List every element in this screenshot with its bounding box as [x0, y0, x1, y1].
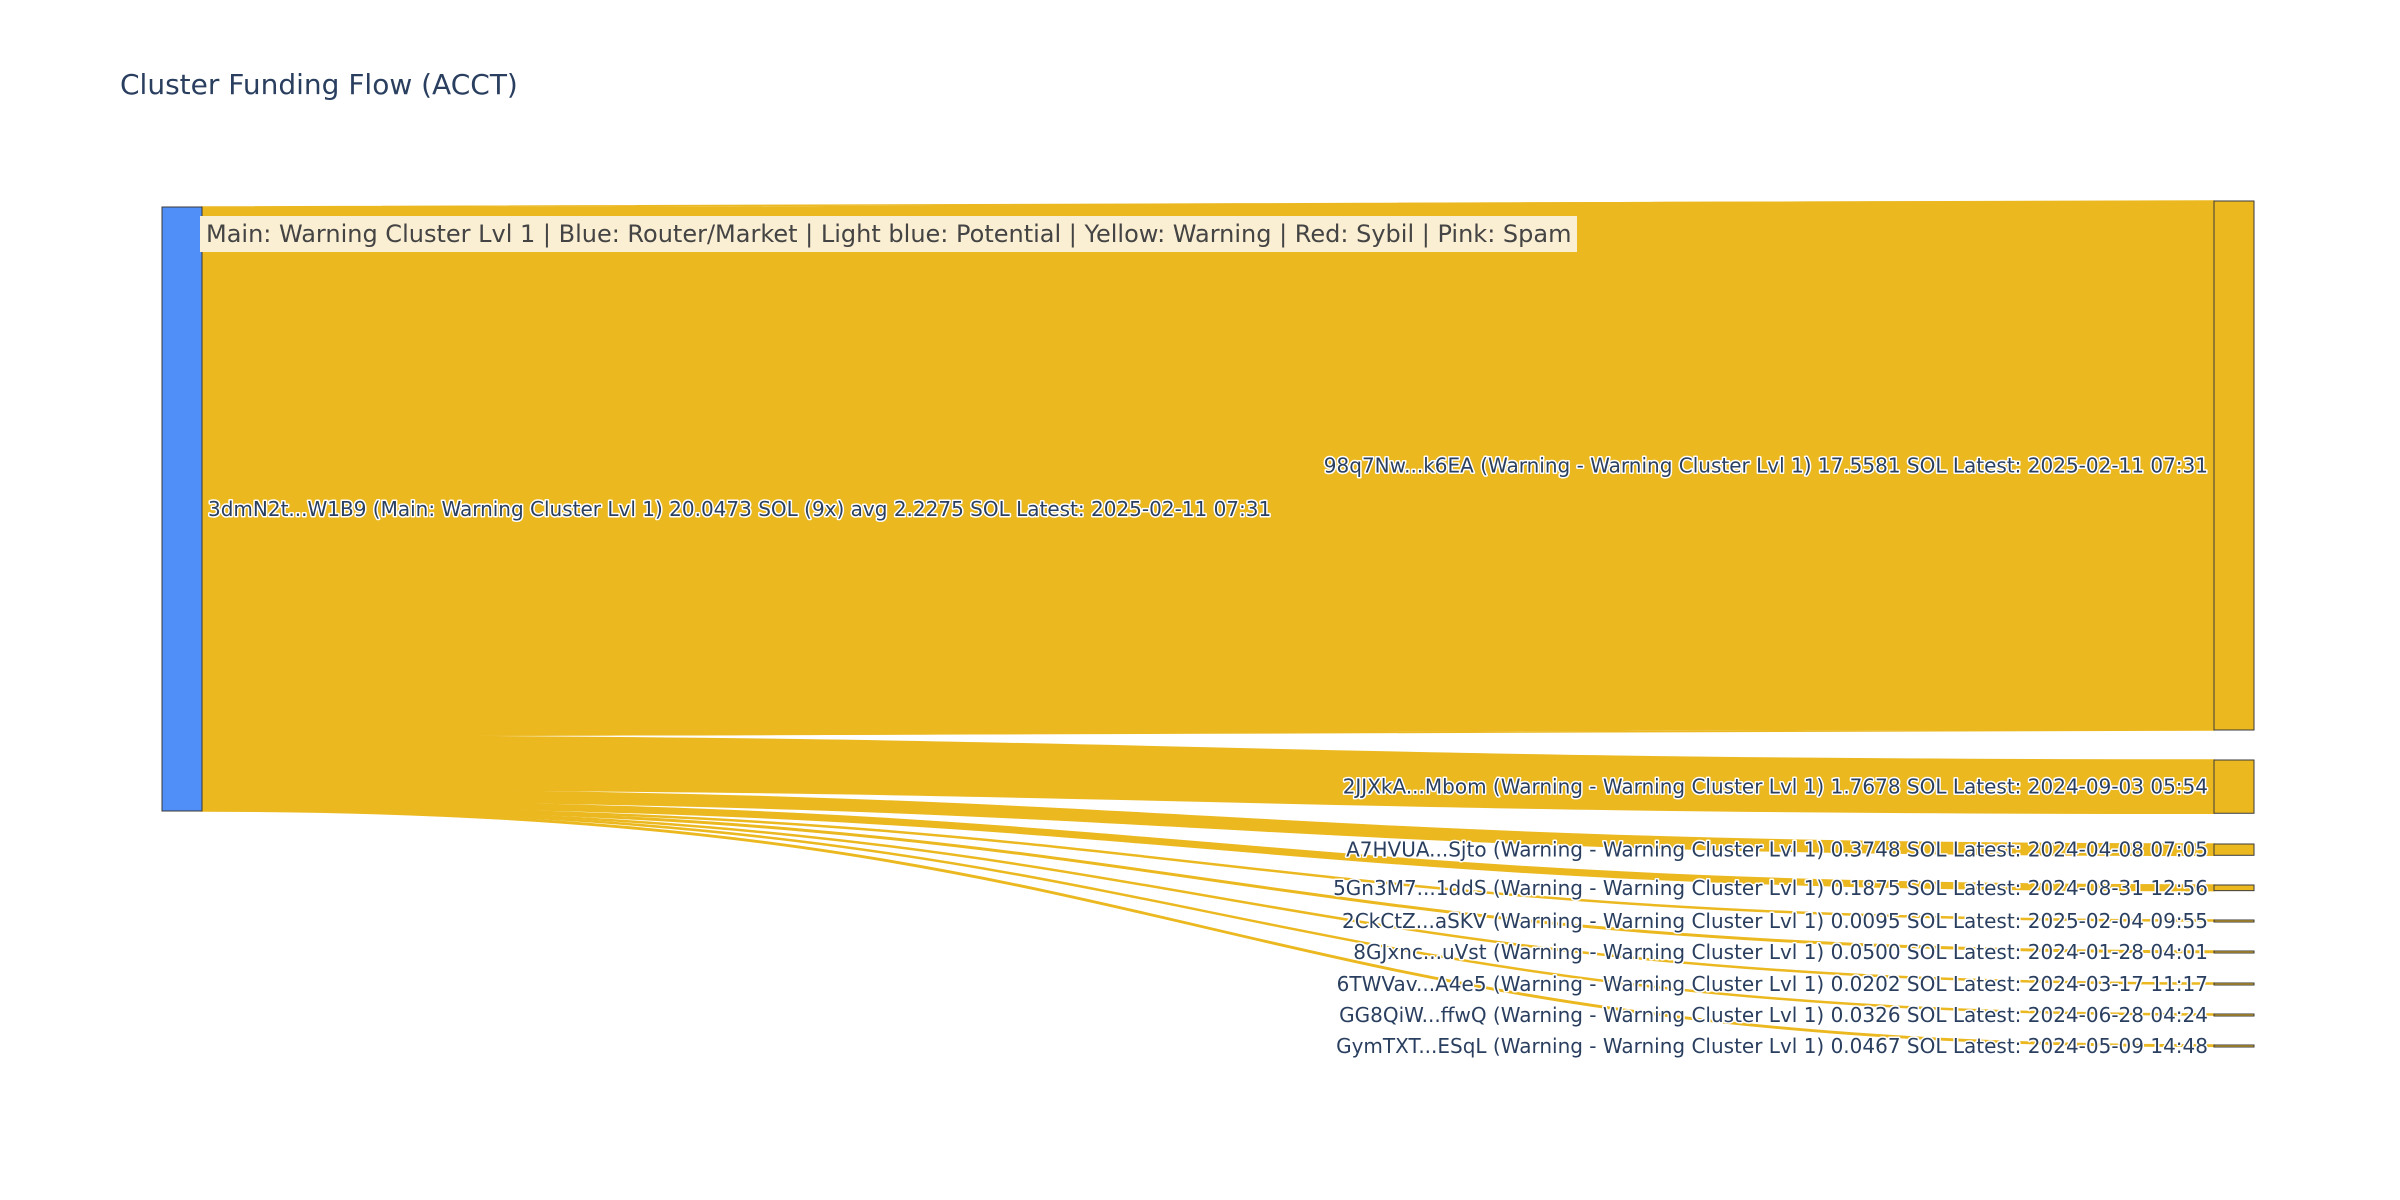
target-node-label-8: GG8QiW...ffwQ (Warning - Warning Cluster… — [1339, 1003, 2208, 1027]
target-node-label-4: 5Gn3M7...1ddS (Warning - Warning Cluster… — [1333, 876, 2208, 900]
target-node-label-2: 2JJXkA...Mbom (Warning - Warning Cluster… — [1343, 775, 2208, 799]
links-layer — [201, 200, 2215, 1048]
target-node-5[interactable] — [2213, 919, 2255, 923]
chart-title: Cluster Funding Flow (ACCT) — [120, 68, 518, 101]
target-node-label-6: 8GJxnc...uVst (Warning - Warning Cluster… — [1353, 940, 2208, 964]
target-node-6[interactable] — [2213, 950, 2255, 954]
source-node[interactable] — [161, 206, 203, 812]
target-node-label-5: 2CkCtZ...aSKV (Warning - Warning Cluster… — [1342, 909, 2208, 933]
target-node-label-7: 6TWVav...A4e5 (Warning - Warning Cluster… — [1337, 972, 2208, 996]
target-node-7[interactable] — [2213, 982, 2255, 986]
target-node-8[interactable] — [2213, 1013, 2255, 1017]
target-node-9[interactable] — [2213, 1044, 2255, 1048]
target-node-3[interactable] — [2213, 843, 2255, 856]
target-node-1[interactable] — [2213, 200, 2255, 731]
target-node-4[interactable] — [2213, 884, 2255, 892]
source-node-label: 3dmN2t...W1B9 (Main: Warning Cluster Lvl… — [208, 497, 1271, 521]
target-node-label-9: GymTXT...ESqL (Warning - Warning Cluster… — [1336, 1034, 2208, 1058]
target-node-2[interactable] — [2213, 759, 2255, 814]
target-node-label-1: 98q7Nw...k6EA (Warning - Warning Cluster… — [1324, 454, 2208, 478]
legend-annotation: Main: Warning Cluster Lvl 1 | Blue: Rout… — [200, 216, 1578, 252]
target-node-label-3: A7HVUA...Sjto (Warning - Warning Cluster… — [1346, 838, 2208, 862]
nodes-layer — [161, 200, 2255, 1048]
labels-layer: 3dmN2t...W1B9 (Main: Warning Cluster Lvl… — [207, 452, 2210, 1059]
